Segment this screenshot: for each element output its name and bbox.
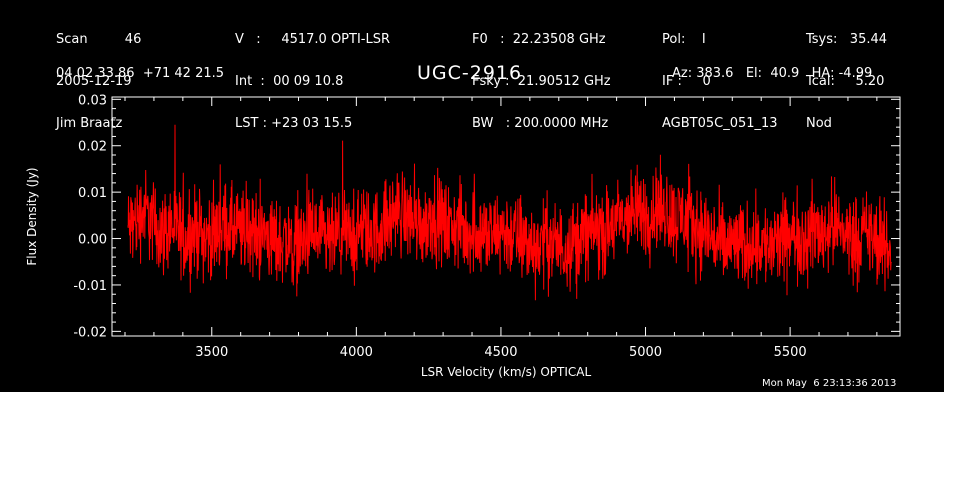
spectrum-line <box>127 124 892 301</box>
if-number: IF : 0 <box>662 74 711 89</box>
observation-date: 2005-12-19 <box>56 74 132 89</box>
source-coordinates: 04 02 33.86 +71 42 21.5 <box>56 66 225 81</box>
lst-value: LST : +23 03 15.5 <box>235 116 353 131</box>
tcal-value: Tcal: 5.20 <box>806 74 885 89</box>
y-tick-label: 0.00 <box>78 233 107 248</box>
switching-mode: Nod <box>806 116 832 131</box>
polarization: Pol: I <box>662 32 706 47</box>
integration-time: Int : 00 09 10.8 <box>235 74 344 89</box>
y-tick-label: 0.01 <box>78 186 107 201</box>
x-tick-label: 5000 <box>629 345 662 360</box>
tsys-value: Tsys: 35.44 <box>806 32 888 47</box>
rest-frequency: F0 : 22.23508 GHz <box>472 32 606 47</box>
sky-frequency: Fsky : 21.90512 GHz <box>472 74 611 89</box>
source-title: UGC-2916 <box>417 62 523 84</box>
x-tick-label: 4500 <box>484 345 517 360</box>
x-tick-label: 5500 <box>774 345 807 360</box>
y-axis-label: Flux Density (Jy) <box>25 167 39 265</box>
velocity-value: V : 4517.0 OPTI-LSR <box>235 32 391 47</box>
header-polarization-column: Pol: I IF : 0 AGBT05C_051_13 <box>662 5 778 145</box>
y-tick-label: -0.02 <box>73 325 107 340</box>
x-axis-label: LSR Velocity (km/s) OPTICAL <box>421 365 592 379</box>
x-tick-label: 4000 <box>340 345 373 360</box>
y-tick-label: 0.02 <box>78 140 107 155</box>
plot-timestamp: Mon May 6 23:13:36 2013 <box>762 378 897 389</box>
y-tick-label: 0.03 <box>78 93 107 108</box>
header-velocity-column: V : 4517.0 OPTI-LSR Int : 00 09 10.8 LST… <box>235 5 390 145</box>
header-system-column: Tsys: 35.44 Tcal: 5.20 Nod <box>806 5 887 145</box>
pointing-info: Az: 383.6 El: 40.9 HA: -4.99 <box>672 66 873 81</box>
scan-number: Scan 46 <box>56 32 142 47</box>
plot-panel <box>0 0 944 392</box>
spectrum-chart: 3500 4000 4500 5000 5500 -0.02 -0.01 0.00 0.01 0.… <box>25 93 901 379</box>
project-id: AGBT05C_051_13 <box>662 116 778 131</box>
x-tick-label: 3500 <box>195 345 228 360</box>
bandwidth: BW : 200.0000 MHz <box>472 116 609 131</box>
plot-frame <box>111 96 901 337</box>
header-frequency-column: F0 : 22.23508 GHz Fsky : 21.90512 GHz BW… <box>472 5 611 145</box>
y-tick-label: -0.01 <box>73 279 107 294</box>
